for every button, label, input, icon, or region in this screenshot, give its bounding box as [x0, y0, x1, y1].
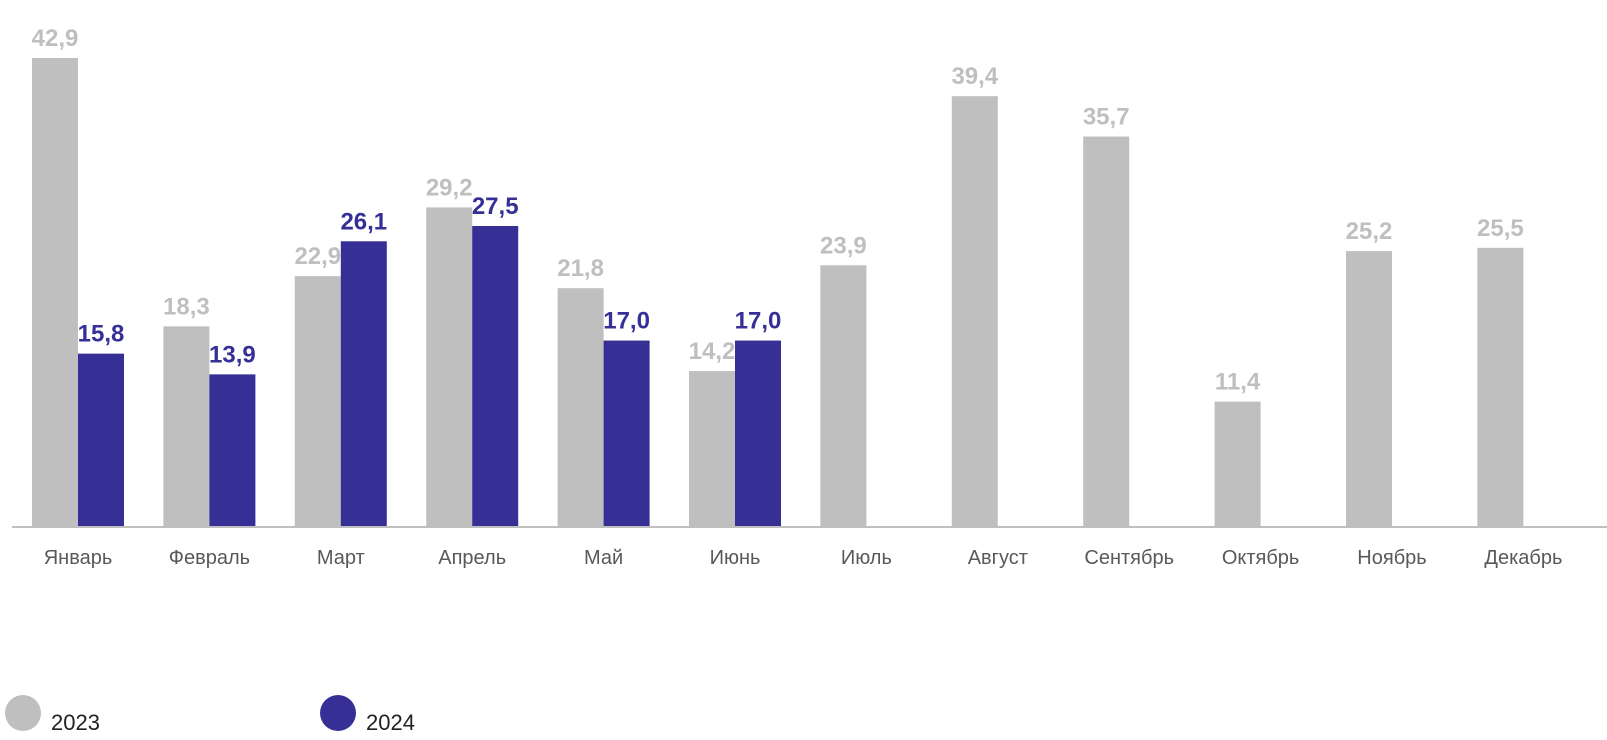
- data-label-2023-12: 25,5: [1477, 215, 1524, 242]
- legend-label-2024: 2024: [366, 710, 415, 735]
- bar-2023-9: [1083, 136, 1130, 526]
- x-tick-label-9: Сентябрь: [1084, 547, 1174, 569]
- bar-2023-8: [951, 96, 998, 526]
- bar-2023-1: [32, 58, 78, 526]
- legend-swatch-2023: [5, 695, 41, 731]
- bar-2023-6: [689, 371, 735, 526]
- data-label-2024-1: 15,8: [78, 321, 125, 348]
- data-label-2023-5: 21,8: [557, 255, 604, 282]
- data-label-2024-3: 26,1: [340, 208, 387, 235]
- x-tick-label-1: Январь: [44, 547, 113, 569]
- bar-2023-11: [1346, 251, 1392, 526]
- x-tick-label-4: Апрель: [438, 547, 506, 569]
- data-label-2023-2: 18,3: [163, 293, 210, 320]
- bar-2023-3: [294, 276, 341, 526]
- bar-2024-6: [735, 340, 781, 526]
- bar-2023-5: [557, 288, 604, 526]
- data-label-2023-7: 23,9: [820, 232, 867, 259]
- bar-2023-4: [426, 207, 473, 527]
- bar-2024-4: [472, 226, 519, 526]
- data-label-2023-9: 35,7: [1083, 104, 1130, 131]
- data-label-2023-10: 11,4: [1215, 369, 1261, 396]
- data-label-2024-5: 17,0: [603, 308, 650, 335]
- data-label-2023-1: 42,9: [32, 25, 79, 52]
- bar-2024-2: [209, 374, 256, 526]
- bar-2024-3: [340, 241, 387, 527]
- bar-2023-7: [820, 265, 867, 526]
- x-tick-label-5: Май: [584, 547, 623, 569]
- x-tick-label-12: Декабрь: [1484, 547, 1562, 569]
- data-label-2023-11: 25,2: [1346, 218, 1393, 245]
- x-tick-label-6: Июнь: [710, 547, 761, 569]
- data-label-2024-2: 13,9: [209, 341, 256, 368]
- data-label-2024-4: 27,5: [472, 193, 519, 220]
- bar-2023-12: [1477, 247, 1524, 526]
- x-tick-label-3: Март: [317, 547, 365, 569]
- x-tick-label-11: Ноябрь: [1357, 547, 1426, 569]
- bar-chart: 42,9 15,8 Январь 18,3 13,9 Февраль 22,9 26,1 Мар…: [12, 25, 1607, 569]
- data-label-2023-4: 29,2: [426, 174, 473, 201]
- x-tick-label-8: Август: [968, 547, 1028, 569]
- x-tick-label-2: Февраль: [169, 547, 250, 569]
- bar-2023-2: [163, 326, 210, 526]
- data-label-2023-8: 39,4: [951, 63, 998, 90]
- x-tick-label-10: Октябрь: [1222, 547, 1300, 569]
- data-label-2023-3: 22,9: [294, 243, 341, 270]
- data-label-2024-6: 17,0: [735, 308, 782, 335]
- legend-label-2023: 2023: [51, 710, 100, 735]
- bar-2024-5: [603, 340, 650, 526]
- x-tick-label-7: Июль: [841, 547, 892, 569]
- bar-2023-10: [1214, 401, 1261, 526]
- legend-swatch-2024: [320, 695, 356, 731]
- bar-2024-1: [78, 353, 124, 526]
- legend-item-2024: 2024: [320, 690, 415, 736]
- legend-item-2023: 2023: [5, 690, 100, 736]
- data-label-2023-6: 14,2: [689, 338, 736, 365]
